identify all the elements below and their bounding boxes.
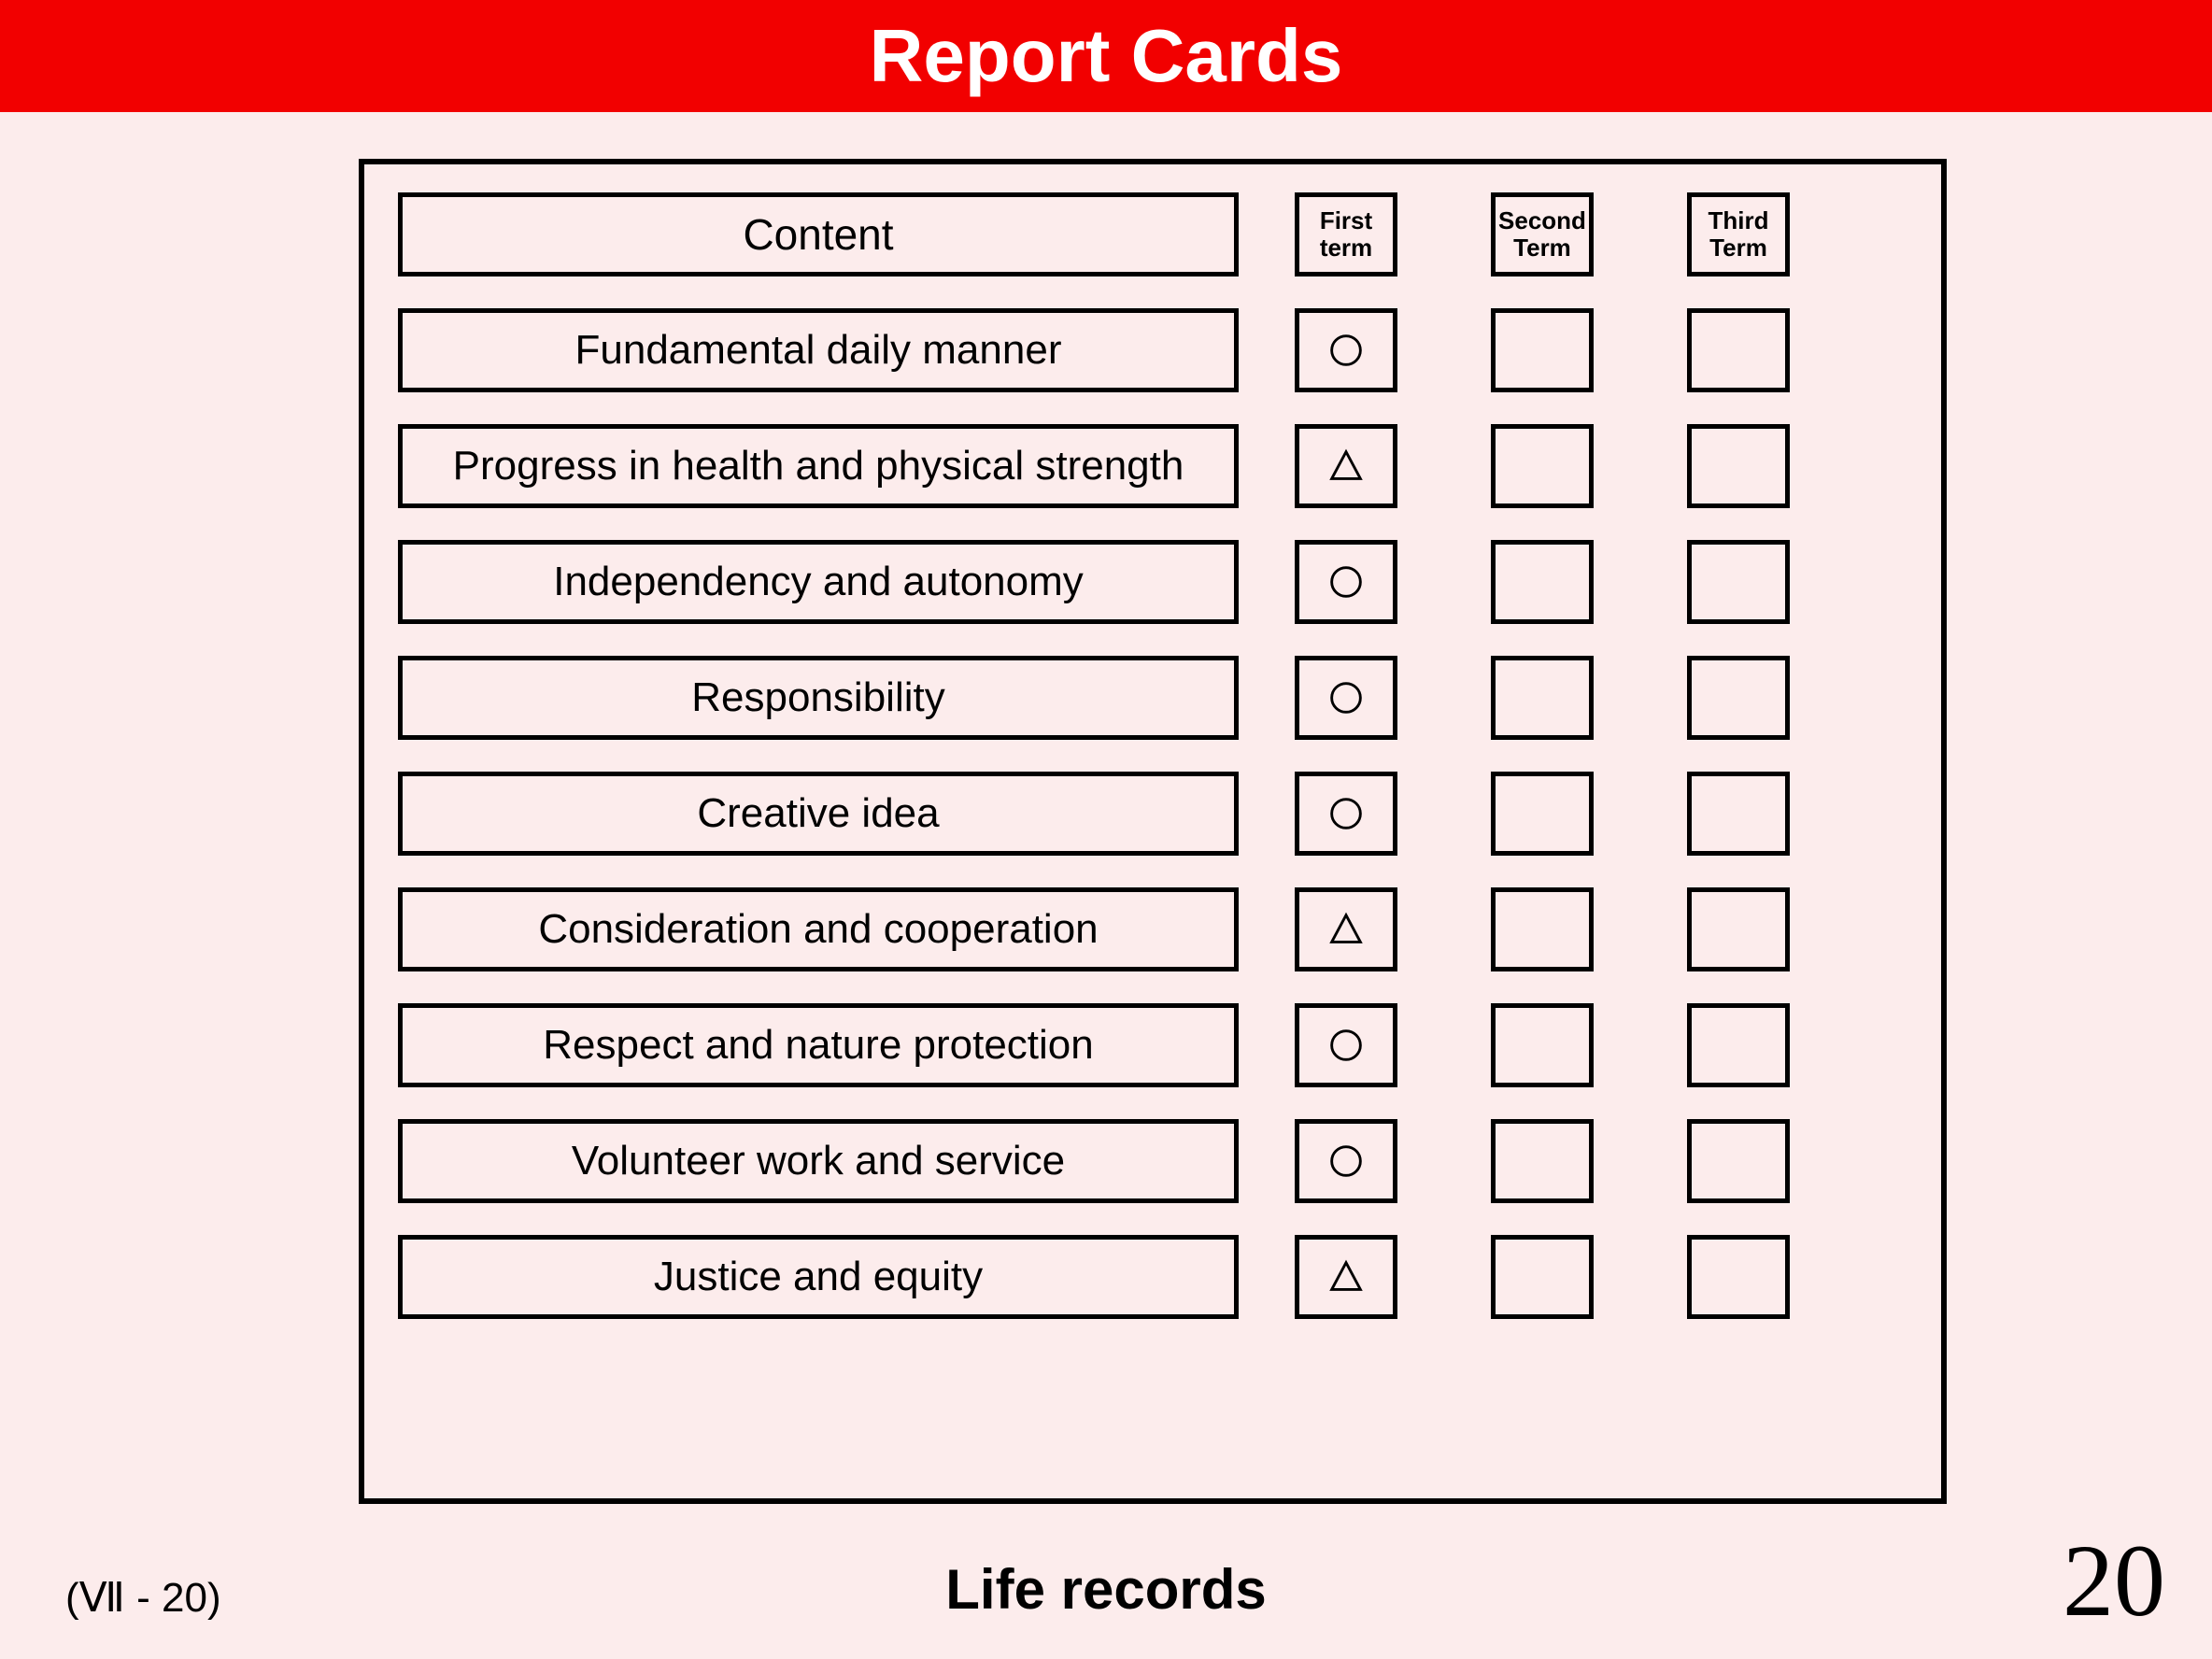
mark-cell-term-2 — [1491, 887, 1594, 971]
mark-cell-term-1 — [1295, 1235, 1397, 1319]
mark-cell-term-1 — [1295, 540, 1397, 624]
mark-cell-term-3 — [1687, 540, 1790, 624]
mark-group — [1295, 1235, 1790, 1319]
term-header-3: Third Term — [1687, 192, 1790, 276]
mark-group — [1295, 772, 1790, 856]
content-area: Content First term Second Term Third Term Fu… — [0, 112, 2212, 1659]
slide: Report Cards Content First term Second Ter… — [0, 0, 2212, 1659]
table-row: Fundamental daily manner — [398, 308, 1907, 392]
report-card-frame: Content First term Second Term Third Term Fu… — [359, 159, 1947, 1504]
content-label-cell: Progress in health and physical strength — [398, 424, 1239, 508]
triangle-mark-icon — [1318, 1255, 1374, 1299]
content-label-cell: Respect and nature protection — [398, 1003, 1239, 1087]
mark-cell-term-3 — [1687, 1003, 1790, 1087]
mark-cell-term-1 — [1295, 308, 1397, 392]
mark-cell-term-1 — [1295, 1119, 1397, 1203]
table-row: Progress in health and physical strength — [398, 424, 1907, 508]
triangle-mark-icon — [1318, 444, 1374, 489]
triangle-mark-icon — [1318, 907, 1374, 952]
circle-mark-icon — [1318, 1023, 1374, 1068]
content-header-cell: Content — [398, 192, 1239, 276]
mark-cell-term-3 — [1687, 656, 1790, 740]
table-row: Justice and equity — [398, 1235, 1907, 1319]
circle-mark-icon — [1318, 1139, 1374, 1184]
circle-mark-icon — [1318, 560, 1374, 604]
report-table: Content First term Second Term Third Term Fu… — [398, 192, 1907, 1470]
content-label-cell: Fundamental daily manner — [398, 308, 1239, 392]
mark-cell-term-1 — [1295, 887, 1397, 971]
mark-cell-term-2 — [1491, 1003, 1594, 1087]
table-row: Respect and nature protection — [398, 1003, 1907, 1087]
header-bar: Report Cards — [0, 0, 2212, 112]
circle-mark-icon — [1318, 675, 1374, 720]
mark-group — [1295, 1119, 1790, 1203]
circle-mark-icon — [1318, 328, 1374, 373]
table-header-row: Content First term Second Term Third Term — [398, 192, 1907, 276]
mark-group — [1295, 887, 1790, 971]
mark-cell-term-3 — [1687, 308, 1790, 392]
table-row: Creative idea — [398, 772, 1907, 856]
mark-group — [1295, 656, 1790, 740]
content-label-cell: Justice and equity — [398, 1235, 1239, 1319]
content-label-cell: Responsibility — [398, 656, 1239, 740]
term-header-2: Second Term — [1491, 192, 1594, 276]
content-label-cell: Consideration and cooperation — [398, 887, 1239, 971]
mark-group — [1295, 424, 1790, 508]
mark-group — [1295, 1003, 1790, 1087]
mark-cell-term-1 — [1295, 656, 1397, 740]
circle-mark-icon — [1318, 791, 1374, 836]
mark-cell-term-3 — [1687, 424, 1790, 508]
mark-group — [1295, 540, 1790, 624]
header-title: Report Cards — [870, 13, 1343, 99]
content-label-cell: Creative idea — [398, 772, 1239, 856]
content-label-cell: Volunteer work and service — [398, 1119, 1239, 1203]
mark-cell-term-3 — [1687, 1235, 1790, 1319]
table-row: Consideration and cooperation — [398, 887, 1907, 971]
term-header-1: First term — [1295, 192, 1397, 276]
table-row: Responsibility — [398, 656, 1907, 740]
table-row: Independency and autonomy — [398, 540, 1907, 624]
mark-cell-term-3 — [1687, 887, 1790, 971]
content-label-cell: Independency and autonomy — [398, 540, 1239, 624]
mark-cell-term-1 — [1295, 424, 1397, 508]
mark-cell-term-1 — [1295, 772, 1397, 856]
mark-cell-term-2 — [1491, 1235, 1594, 1319]
mark-cell-term-3 — [1687, 772, 1790, 856]
mark-cell-term-2 — [1491, 772, 1594, 856]
page-number: 20 — [2063, 1522, 2165, 1640]
term-header-group: First term Second Term Third Term — [1295, 192, 1790, 276]
mark-cell-term-2 — [1491, 424, 1594, 508]
footer-left: (Ⅶ - 20) — [65, 1574, 221, 1622]
mark-cell-term-2 — [1491, 656, 1594, 740]
mark-cell-term-2 — [1491, 308, 1594, 392]
mark-group — [1295, 308, 1790, 392]
table-row: Volunteer work and service — [398, 1119, 1907, 1203]
mark-cell-term-2 — [1491, 1119, 1594, 1203]
mark-cell-term-1 — [1295, 1003, 1397, 1087]
footer-center: Life records — [945, 1557, 1266, 1622]
mark-cell-term-2 — [1491, 540, 1594, 624]
mark-cell-term-3 — [1687, 1119, 1790, 1203]
